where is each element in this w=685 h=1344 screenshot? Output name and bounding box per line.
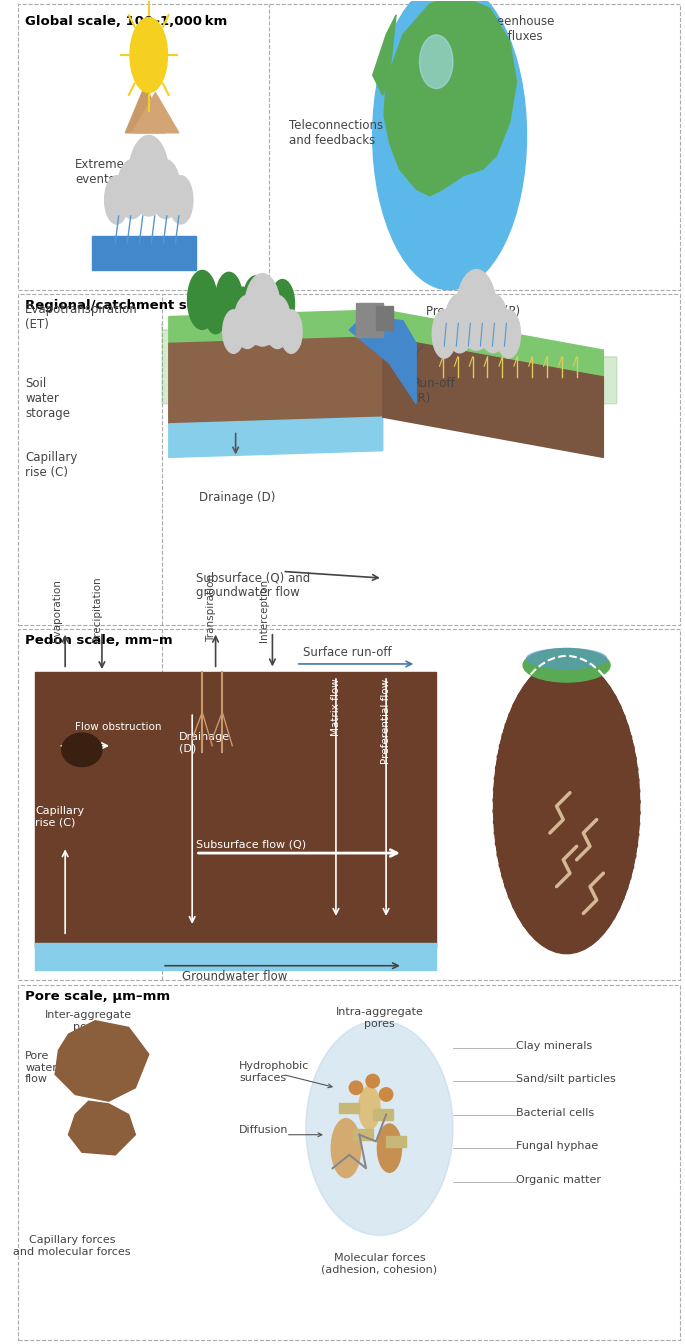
Polygon shape [383, 337, 603, 457]
Text: Clay minerals: Clay minerals [516, 1040, 593, 1051]
Ellipse shape [523, 649, 610, 681]
Polygon shape [169, 337, 383, 423]
Circle shape [445, 294, 474, 352]
Text: Hydrophobic
surfaces: Hydrophobic surfaces [239, 1060, 310, 1082]
Ellipse shape [306, 1020, 453, 1235]
Ellipse shape [527, 649, 607, 669]
Polygon shape [125, 85, 166, 133]
Text: Sand/silt particles: Sand/silt particles [516, 1074, 616, 1085]
Circle shape [117, 160, 147, 219]
Circle shape [188, 270, 217, 329]
Text: Organic matter: Organic matter [516, 1175, 601, 1185]
FancyBboxPatch shape [225, 320, 300, 344]
FancyBboxPatch shape [35, 943, 436, 970]
Text: Matrix flow: Matrix flow [331, 679, 340, 737]
Polygon shape [349, 317, 416, 403]
Text: Subsurface (Q) and
groundwater flow: Subsurface (Q) and groundwater flow [195, 571, 310, 599]
Text: Molecular forces
(adhesion, cohesion): Molecular forces (adhesion, cohesion) [321, 1253, 438, 1274]
Polygon shape [384, 0, 516, 196]
Polygon shape [373, 15, 396, 95]
Text: Precipitation (P): Precipitation (P) [426, 305, 521, 317]
Circle shape [271, 280, 295, 328]
Circle shape [264, 296, 290, 348]
FancyBboxPatch shape [92, 237, 195, 270]
Polygon shape [55, 1020, 149, 1101]
Text: Global scale, 100–1,000 km: Global scale, 100–1,000 km [25, 15, 227, 28]
Circle shape [432, 310, 456, 358]
Circle shape [234, 296, 260, 348]
Circle shape [493, 659, 640, 954]
Text: Regional/catchment scale, m–km: Regional/catchment scale, m–km [25, 300, 270, 312]
Text: Capillary
rise (C): Capillary rise (C) [25, 450, 77, 478]
Text: Capillary forces
and molecular forces: Capillary forces and molecular forces [13, 1235, 131, 1257]
Text: Capillary
rise (C): Capillary rise (C) [35, 806, 84, 828]
Text: Fungal hyphae: Fungal hyphae [516, 1141, 599, 1152]
Ellipse shape [379, 1087, 393, 1101]
Circle shape [332, 1118, 361, 1177]
Text: Preferential flow: Preferential flow [382, 679, 391, 763]
Text: Groundwater flow: Groundwater flow [182, 970, 288, 982]
Circle shape [359, 1086, 380, 1129]
Circle shape [245, 274, 280, 347]
Ellipse shape [62, 732, 102, 766]
FancyBboxPatch shape [386, 1136, 406, 1146]
Circle shape [231, 288, 253, 333]
Text: Interception: Interception [259, 579, 269, 642]
Polygon shape [169, 417, 383, 457]
FancyBboxPatch shape [353, 1129, 373, 1140]
Text: Pore
water
flow: Pore water flow [25, 1051, 57, 1085]
Text: Pore scale, μm–mm: Pore scale, μm–mm [25, 991, 170, 1003]
FancyBboxPatch shape [376, 306, 393, 331]
Polygon shape [132, 93, 179, 133]
Text: Subsurface flow (Q): Subsurface flow (Q) [195, 840, 306, 849]
Text: Drainage
(D): Drainage (D) [179, 732, 230, 754]
Text: Extreme
events: Extreme events [75, 157, 125, 185]
Circle shape [478, 294, 508, 352]
Circle shape [243, 276, 269, 327]
Text: Drainage (D): Drainage (D) [199, 491, 275, 504]
Polygon shape [68, 1101, 136, 1154]
Circle shape [129, 136, 169, 216]
Text: Pedon scale, mm–m: Pedon scale, mm–m [25, 634, 173, 648]
Polygon shape [162, 324, 616, 403]
Ellipse shape [419, 35, 453, 89]
FancyBboxPatch shape [35, 672, 436, 948]
Text: Soil
water
storage: Soil water storage [25, 376, 70, 419]
Circle shape [497, 310, 521, 358]
Ellipse shape [366, 1074, 379, 1087]
FancyBboxPatch shape [373, 1109, 393, 1120]
Text: Transpiration: Transpiration [206, 574, 216, 642]
FancyBboxPatch shape [339, 1102, 360, 1113]
Text: Run-off
(R): Run-off (R) [413, 376, 456, 405]
Circle shape [105, 176, 129, 224]
Circle shape [205, 290, 226, 333]
FancyBboxPatch shape [435, 321, 518, 348]
Circle shape [151, 160, 180, 219]
Text: Evapotranspiration
(ET): Evapotranspiration (ET) [25, 304, 138, 331]
Circle shape [377, 1124, 401, 1172]
Circle shape [216, 273, 242, 327]
Ellipse shape [349, 1081, 362, 1094]
Circle shape [456, 270, 497, 349]
Circle shape [130, 17, 167, 93]
Text: Surface run-off: Surface run-off [303, 645, 391, 659]
Text: Bacterial cells: Bacterial cells [516, 1107, 595, 1118]
Circle shape [223, 310, 245, 353]
Text: Evaporation: Evaporation [52, 579, 62, 642]
Text: Inter-aggregate
pores: Inter-aggregate pores [45, 1009, 132, 1032]
FancyBboxPatch shape [356, 304, 383, 337]
Text: Teleconnections
and feedbacks: Teleconnections and feedbacks [289, 120, 384, 148]
FancyBboxPatch shape [108, 187, 190, 214]
Text: Diffusion: Diffusion [239, 1125, 288, 1136]
Text: Greenhouse
gas fluxes: Greenhouse gas fluxes [483, 15, 554, 43]
Circle shape [280, 310, 302, 353]
Circle shape [169, 176, 193, 224]
Text: Flow obstruction: Flow obstruction [75, 722, 162, 732]
Text: Precipitation: Precipitation [92, 577, 102, 642]
Text: Intra-aggregate
pores: Intra-aggregate pores [336, 1007, 423, 1030]
Polygon shape [169, 310, 603, 376]
Circle shape [373, 0, 527, 290]
